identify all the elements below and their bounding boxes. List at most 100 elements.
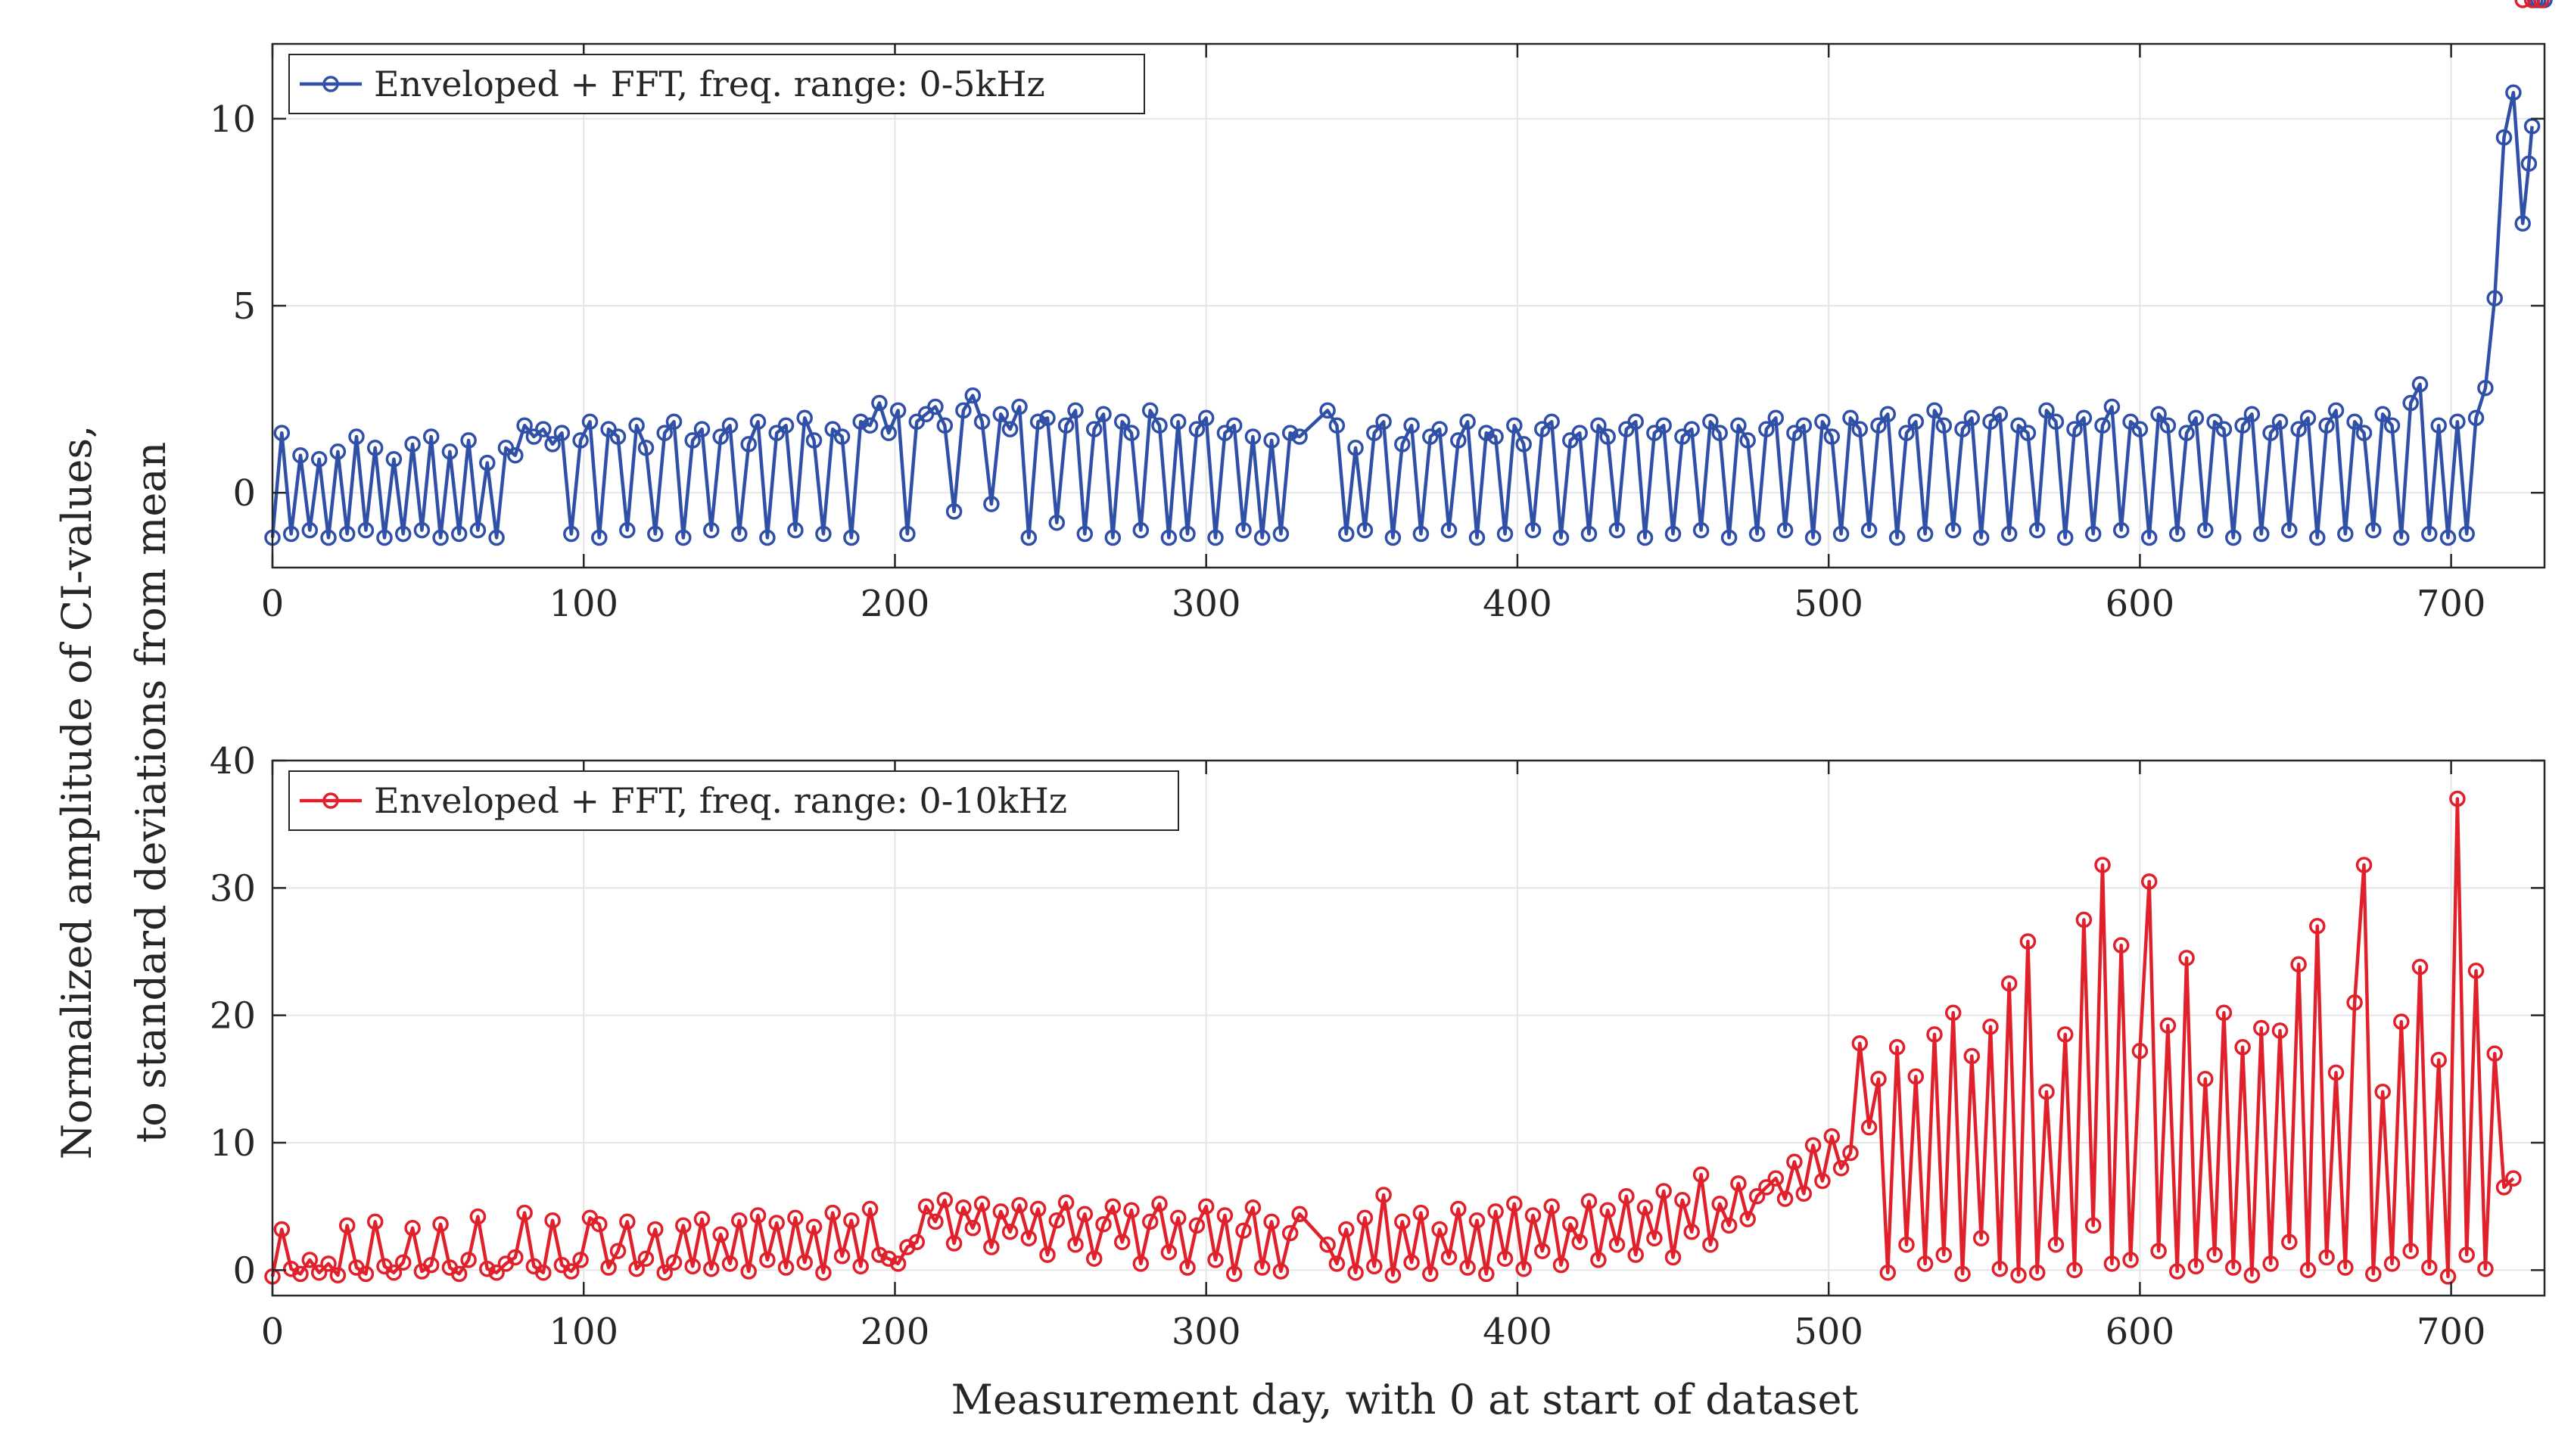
chart1-data-point — [1608, 521, 1626, 539]
chart1-data-point — [413, 521, 431, 539]
chart1-data-point — [2253, 525, 2270, 543]
chart2-data-point — [2523, 0, 2541, 8]
chart1-data-point — [2038, 402, 2055, 419]
chart1-data-point — [1851, 421, 1869, 437]
chart2-data-point — [1104, 1198, 1122, 1215]
chart2-data-point — [1225, 1265, 1243, 1283]
chart1-data-point — [1692, 521, 1710, 539]
chart2-data-point — [385, 1264, 403, 1281]
chart1-legend-box — [288, 54, 1145, 114]
chart1-data-point — [731, 525, 748, 543]
chart1-data-point — [2094, 417, 2111, 434]
chart2-data-point — [2374, 1083, 2391, 1100]
chart2-data-point — [1151, 1196, 1168, 1212]
chart2-data-point — [1954, 1265, 1971, 1283]
chart1-data-point — [945, 503, 963, 520]
chart1-data-point — [2197, 521, 2214, 539]
chart1-data-point — [2514, 215, 2531, 232]
chart1-data-point — [1450, 432, 1467, 449]
chart2-data-point — [1422, 1265, 1439, 1283]
chart1-y-tick-label: 0 — [232, 472, 256, 515]
chart2-data-point — [1347, 1264, 1364, 1281]
chart2-data-point — [1674, 1192, 1691, 1209]
chart1-data-point — [1935, 417, 1953, 434]
chart1-data-point — [703, 521, 720, 539]
chart2-data-point — [917, 1198, 935, 1215]
chart2-y-tick-label: 20 — [210, 995, 256, 1038]
chart1-data-point — [1972, 529, 1990, 546]
chart1-data-point — [516, 417, 533, 434]
chart2-data-point — [366, 1213, 384, 1230]
chart1-data-point — [1085, 421, 1103, 437]
chart1-data-point — [2393, 529, 2410, 546]
chart2-data-point — [1963, 1047, 1981, 1065]
chart1-data-point — [1347, 440, 1364, 456]
chart1-data-point — [712, 428, 729, 445]
chart2-data-point — [871, 1246, 888, 1263]
chart2-data-point — [2215, 1004, 2233, 1022]
chart1-data-point — [1702, 413, 1719, 430]
chart1-x-tick-label: 200 — [861, 583, 930, 625]
chart1-y-tick-label: 5 — [232, 285, 256, 328]
chart1-x-tick-label: 100 — [549, 583, 618, 625]
chart2-data-point — [329, 1267, 347, 1283]
chart2-data-point — [1235, 1222, 1252, 1239]
chart1-data-point — [628, 417, 645, 434]
chart2-data-point — [1711, 1196, 1728, 1212]
chart2-data-point — [833, 1248, 851, 1265]
chart1-data-point — [2281, 521, 2298, 539]
chart1-data-point — [460, 432, 477, 449]
chart2-data-point — [1169, 1209, 1187, 1227]
chart2-data-point — [488, 1264, 505, 1281]
chart2-data-point — [1244, 1199, 1262, 1216]
chart2-data-point — [1095, 1215, 1112, 1233]
chart1-data-point — [2112, 521, 2130, 539]
chart1-data-point — [1328, 417, 1346, 434]
chart1-data-point — [2131, 421, 2149, 437]
chart1-data-point — [1543, 413, 1560, 430]
chart2-data-point — [2281, 1234, 2298, 1251]
chart1-data-point — [1160, 529, 1178, 546]
chart2-data-point — [2243, 1267, 2261, 1283]
chart2-data-point — [2000, 975, 2018, 992]
chart1-x-tick-label: 0 — [261, 583, 285, 625]
chart1-data-point — [1832, 525, 1850, 543]
chart2-data-point — [1655, 1183, 1672, 1199]
chart1-data-point — [1020, 529, 1038, 546]
chart2-data-point — [338, 1217, 356, 1234]
chart2-data-point — [1207, 1252, 1224, 1268]
chart1-data-point — [1916, 525, 1934, 543]
chart1-data-point — [292, 446, 309, 464]
chart1-data-point — [282, 525, 300, 543]
chart1-x-tick-label: 300 — [1172, 583, 1241, 625]
chart1-data-point — [2159, 417, 2177, 434]
chart2-data-point — [2486, 1045, 2503, 1062]
chart2-data-point — [656, 1264, 673, 1281]
chart2-data-point — [749, 1207, 767, 1224]
chart1-data-point — [1394, 436, 1411, 453]
chart2-data-point — [1627, 1246, 1644, 1263]
chart1-data-point — [2402, 394, 2419, 412]
chart2-data-point — [1132, 1255, 1150, 1272]
chart1-data-point — [833, 428, 851, 445]
chart1-data-point — [2075, 409, 2093, 427]
chart1-data-point — [422, 428, 440, 445]
chart2-data-point — [1664, 1249, 1682, 1266]
chart1-data-point — [1076, 525, 1094, 543]
chart2-data-point — [1216, 1207, 1234, 1224]
chart1-data-point — [2458, 525, 2475, 543]
chart2-data-point — [1832, 1159, 1850, 1177]
chart2-data-point — [1076, 1206, 1094, 1223]
chart1-data-point — [1001, 421, 1019, 437]
chart2-data-point — [2066, 1262, 2083, 1279]
chart2-data-point — [945, 1235, 963, 1252]
chart2-data-point — [2150, 1243, 2167, 1259]
chart1-data-point — [815, 525, 832, 543]
chart2-data-point — [1272, 1263, 1290, 1280]
chart1-data-point — [1375, 413, 1392, 430]
chart2-y-tick-label: 0 — [232, 1249, 256, 1292]
chart1-data-point — [2477, 379, 2494, 397]
chart1-x-tick-label: 500 — [1794, 583, 1863, 625]
chart1-data-point — [1860, 521, 1878, 539]
chart2-data-point — [1552, 1256, 1570, 1274]
